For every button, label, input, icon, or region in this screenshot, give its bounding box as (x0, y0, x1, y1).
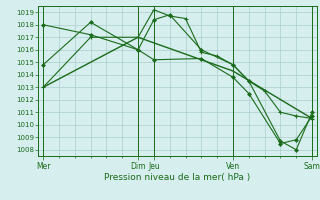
X-axis label: Pression niveau de la mer( hPa ): Pression niveau de la mer( hPa ) (104, 173, 251, 182)
